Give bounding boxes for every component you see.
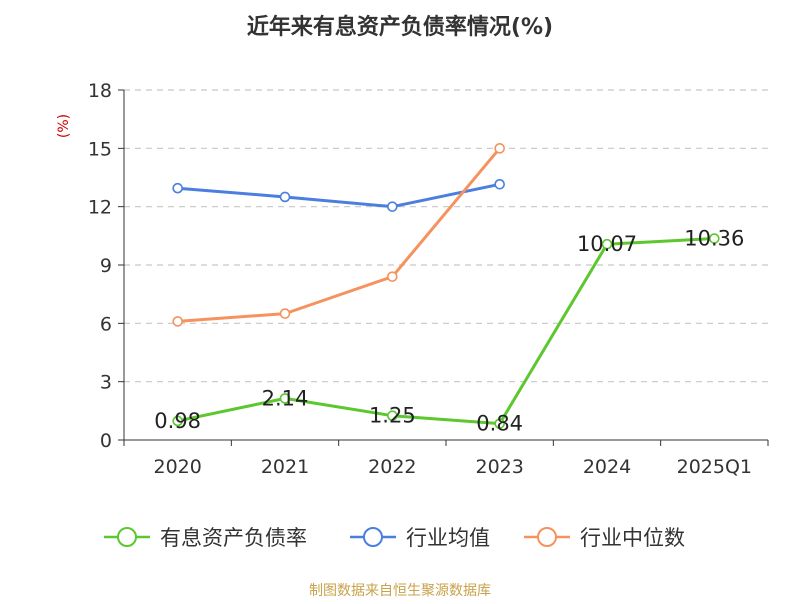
data-point — [494, 143, 505, 154]
y-tick-label: 18 — [88, 80, 112, 102]
data-label: 0.84 — [476, 412, 523, 436]
legend-label: 行业中位数 — [580, 526, 685, 550]
data-point — [279, 308, 291, 319]
y-tick-label: 6 — [100, 313, 112, 335]
series-line-2 — [177, 147, 501, 323]
y-tick-label: 0 — [100, 430, 112, 452]
data-point — [172, 182, 183, 194]
data-label: 1.25 — [369, 404, 416, 428]
x-tick-label: 2021 — [261, 456, 309, 478]
x-tick-label: 2023 — [475, 456, 523, 478]
data-label: 0.98 — [154, 409, 201, 433]
data-point — [387, 271, 398, 282]
data-labels: 0.98 2.14 1.25 0.84 10.07 10.36 — [154, 227, 744, 436]
legend-label: 有息资产负债率 — [160, 526, 307, 550]
data-point — [601, 238, 613, 250]
y-tick-label: 3 — [100, 372, 112, 394]
data-point — [387, 410, 398, 421]
data-label: 10.07 — [577, 232, 637, 256]
legend: 有息资产负债率 行业均值 行业中位数 — [104, 526, 685, 550]
source-note: 制图数据来自恒生聚源数据库 — [309, 583, 491, 599]
series-line-0 — [177, 237, 715, 426]
y-tick-label: 12 — [88, 197, 112, 219]
data-point — [387, 201, 398, 212]
y-tick-label: 9 — [100, 255, 112, 277]
series-line-1 — [177, 182, 500, 209]
legend-swatch-marker — [117, 527, 137, 547]
chart-title: 近年来有息资产负债率情况(%) — [247, 14, 553, 40]
data-label: 2.14 — [262, 386, 309, 410]
x-tick-label: 2020 — [153, 456, 201, 478]
data-point — [494, 179, 505, 190]
axes: 0 3 6 9 12 15 18 2020 2021 2022 2023 2024 2025Q1 — [88, 80, 769, 478]
legend-label: 行业均值 — [406, 526, 490, 550]
legend-swatch-marker — [537, 527, 557, 547]
series-lines — [172, 143, 720, 429]
data-point — [172, 415, 183, 427]
y-tick-label: 15 — [88, 138, 112, 160]
x-tick-label: 2025Q1 — [677, 456, 752, 478]
grid-lines — [124, 89, 768, 383]
y-axis-unit-label: (%) — [56, 114, 72, 138]
x-tick-label: 2022 — [368, 456, 416, 478]
legend-swatch-marker — [363, 527, 383, 547]
data-point — [709, 233, 720, 244]
data-point — [279, 393, 291, 404]
data-point — [494, 418, 505, 429]
x-tick-label: 2024 — [583, 456, 631, 478]
data-label: 10.36 — [684, 227, 744, 251]
data-point — [172, 316, 183, 327]
data-point — [279, 191, 291, 203]
